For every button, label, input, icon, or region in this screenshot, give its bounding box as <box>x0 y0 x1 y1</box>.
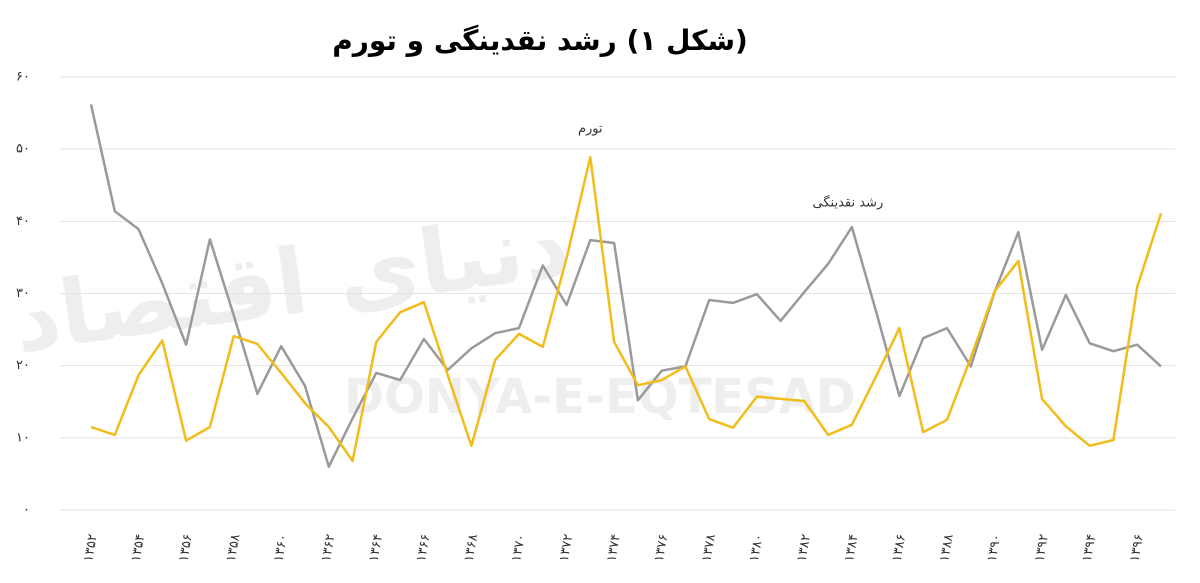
x-tick-label: ۱۳۹۲ <box>1032 533 1052 563</box>
watermark-en: DONYA-E-EQTESAD <box>344 369 855 425</box>
x-tick-label: ۱۳۹۴ <box>1080 533 1100 563</box>
legend-label: تورم <box>578 122 603 137</box>
x-tick-label: ۱۳۹۶ <box>1127 533 1147 563</box>
x-tick-label: ۱۳۷۴ <box>604 533 624 563</box>
x-tick-label: ۱۳۸۸ <box>937 533 957 563</box>
x-tick-label: ۱۳۶۴ <box>367 533 387 563</box>
y-tick-label: ۶۰ <box>16 70 30 85</box>
x-tick-label: ۱۳۵۶ <box>176 533 196 563</box>
x-tick-label: ۱۳۶۸ <box>462 533 482 563</box>
x-tick-label: ۱۳۷۲ <box>557 533 577 563</box>
x-tick-label: ۱۳۶۶ <box>414 533 434 563</box>
series-line <box>90 155 1163 463</box>
y-tick-label: ۲۰ <box>16 358 30 373</box>
x-tick-label: ۱۳۵۴ <box>129 533 149 563</box>
x-tick-label: ۱۳۶۲ <box>319 533 339 563</box>
y-tick-label: ۵۰ <box>16 142 30 157</box>
series-line <box>89 104 1162 468</box>
y-tick-label: ۴۰ <box>16 214 30 229</box>
x-tick-label: ۱۳۷۶ <box>652 533 672 563</box>
x-tick-label: ۱۳۹۰ <box>985 533 1005 563</box>
x-tick-label: ۱۳۸۶ <box>890 533 910 563</box>
x-tick-label: ۱۳۸۴ <box>842 533 862 563</box>
x-tick-label: ۱۳۸۲ <box>795 533 815 563</box>
y-tick-label: ۱۰ <box>16 430 30 445</box>
x-tick-label: ۱۳۵۲ <box>81 533 101 563</box>
x-tick-label: ۱۳۸۰ <box>747 533 767 563</box>
legend-label: رشد نقدینگی <box>813 195 884 211</box>
x-tick-label: ۱۳۷۰ <box>509 533 529 563</box>
x-tick-label: ۱۳۵۸ <box>224 533 244 563</box>
chart-title: (شکل ۱) رشد نقدینگی و تورم <box>332 24 748 57</box>
x-tick-label: ۱۳۷۸ <box>699 533 719 563</box>
watermark-fa: دنیای اقتصاد <box>7 192 576 374</box>
y-tick-label: ۰ <box>23 503 30 518</box>
x-tick-label: ۱۳۶۰ <box>271 533 291 563</box>
y-tick-label: ۳۰ <box>16 286 30 301</box>
